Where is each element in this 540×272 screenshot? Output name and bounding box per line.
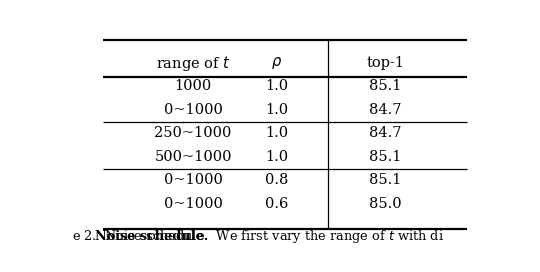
Text: 85.1: 85.1	[369, 150, 402, 164]
Text: 250~1000: 250~1000	[154, 126, 232, 140]
Text: 85.0: 85.0	[369, 197, 402, 211]
Text: Noise schedule.: Noise schedule.	[94, 230, 208, 243]
Text: top-1: top-1	[367, 56, 404, 70]
Text: 0~1000: 0~1000	[164, 197, 222, 211]
Text: 0~1000: 0~1000	[164, 103, 222, 117]
Text: 85.1: 85.1	[369, 79, 402, 94]
Text: e 2.  Noise schedule.  We first vary the range of $t$ with di: e 2. Noise schedule. We first vary the r…	[72, 228, 444, 245]
Text: 0~1000: 0~1000	[164, 173, 222, 187]
Text: 1.0: 1.0	[265, 79, 288, 94]
Text: 84.7: 84.7	[369, 103, 402, 117]
Text: 500~1000: 500~1000	[154, 150, 232, 164]
Text: $\rho$: $\rho$	[271, 55, 282, 71]
Text: 0.6: 0.6	[265, 197, 288, 211]
Text: 84.7: 84.7	[369, 126, 402, 140]
Text: 1.0: 1.0	[265, 126, 288, 140]
Text: 1000: 1000	[174, 79, 212, 94]
Text: 85.1: 85.1	[369, 173, 402, 187]
Text: 1.0: 1.0	[265, 150, 288, 164]
Text: range of $t$: range of $t$	[156, 54, 231, 73]
Text: 0.8: 0.8	[265, 173, 288, 187]
Text: 1.0: 1.0	[265, 103, 288, 117]
